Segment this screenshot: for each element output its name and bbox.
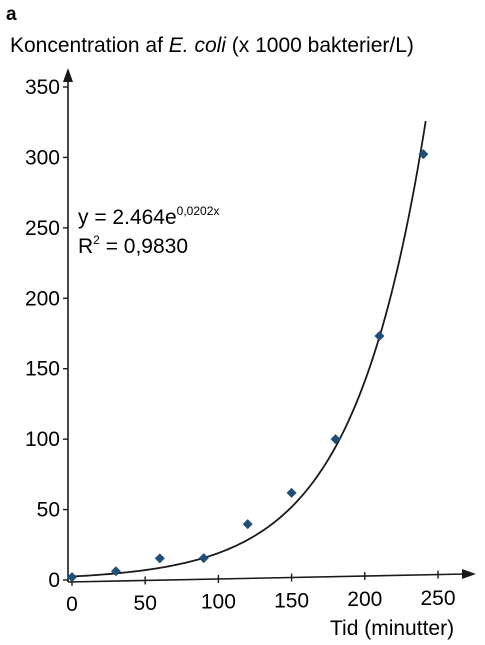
trendline bbox=[71, 120, 427, 578]
data-point bbox=[374, 331, 385, 342]
data-point bbox=[330, 434, 341, 445]
trendline-group bbox=[71, 120, 427, 578]
r-squared-label: R2 = 0,9830 bbox=[78, 233, 188, 258]
data-point bbox=[418, 149, 429, 160]
data-points bbox=[67, 149, 429, 583]
y-ticks: 0 50 100 150 200 250 300 350 bbox=[25, 76, 68, 592]
y-tick-label: 150 bbox=[25, 358, 60, 381]
x-ticks: 0 50 100 150 200 250 bbox=[66, 570, 456, 616]
axes bbox=[63, 68, 476, 583]
data-point bbox=[154, 553, 165, 564]
data-point bbox=[242, 519, 253, 530]
y-tick-label: 300 bbox=[25, 146, 60, 169]
y-axis-arrow bbox=[63, 68, 73, 82]
y-tick-label: 350 bbox=[25, 76, 60, 99]
data-point bbox=[198, 553, 209, 564]
x-tick-label: 250 bbox=[420, 587, 455, 610]
y-tick-label: 0 bbox=[48, 569, 60, 592]
data-point bbox=[67, 572, 77, 583]
x-axis-arrow bbox=[462, 569, 476, 579]
y-axis-label: Koncentration af E. coli (x 1000 bakteri… bbox=[10, 34, 414, 57]
x-tick-label: 50 bbox=[134, 592, 157, 615]
y-tick-label: 100 bbox=[25, 428, 60, 451]
x-tick-label: 150 bbox=[274, 589, 309, 612]
panel-letter: a bbox=[6, 4, 17, 25]
x-axis-label: Tid (minutter) bbox=[330, 617, 454, 640]
data-point bbox=[110, 566, 121, 577]
x-tick-label: 100 bbox=[201, 591, 236, 614]
x-tick-label: 0 bbox=[66, 593, 78, 616]
x-tick-label: 200 bbox=[347, 588, 382, 611]
data-point bbox=[286, 487, 297, 498]
y-tick-label: 250 bbox=[25, 217, 60, 240]
x-axis-line bbox=[67, 573, 467, 583]
trendline-equation: y = 2.464e0,0202x bbox=[78, 204, 219, 229]
y-tick-label: 50 bbox=[37, 499, 60, 522]
y-tick-label: 200 bbox=[25, 287, 60, 310]
